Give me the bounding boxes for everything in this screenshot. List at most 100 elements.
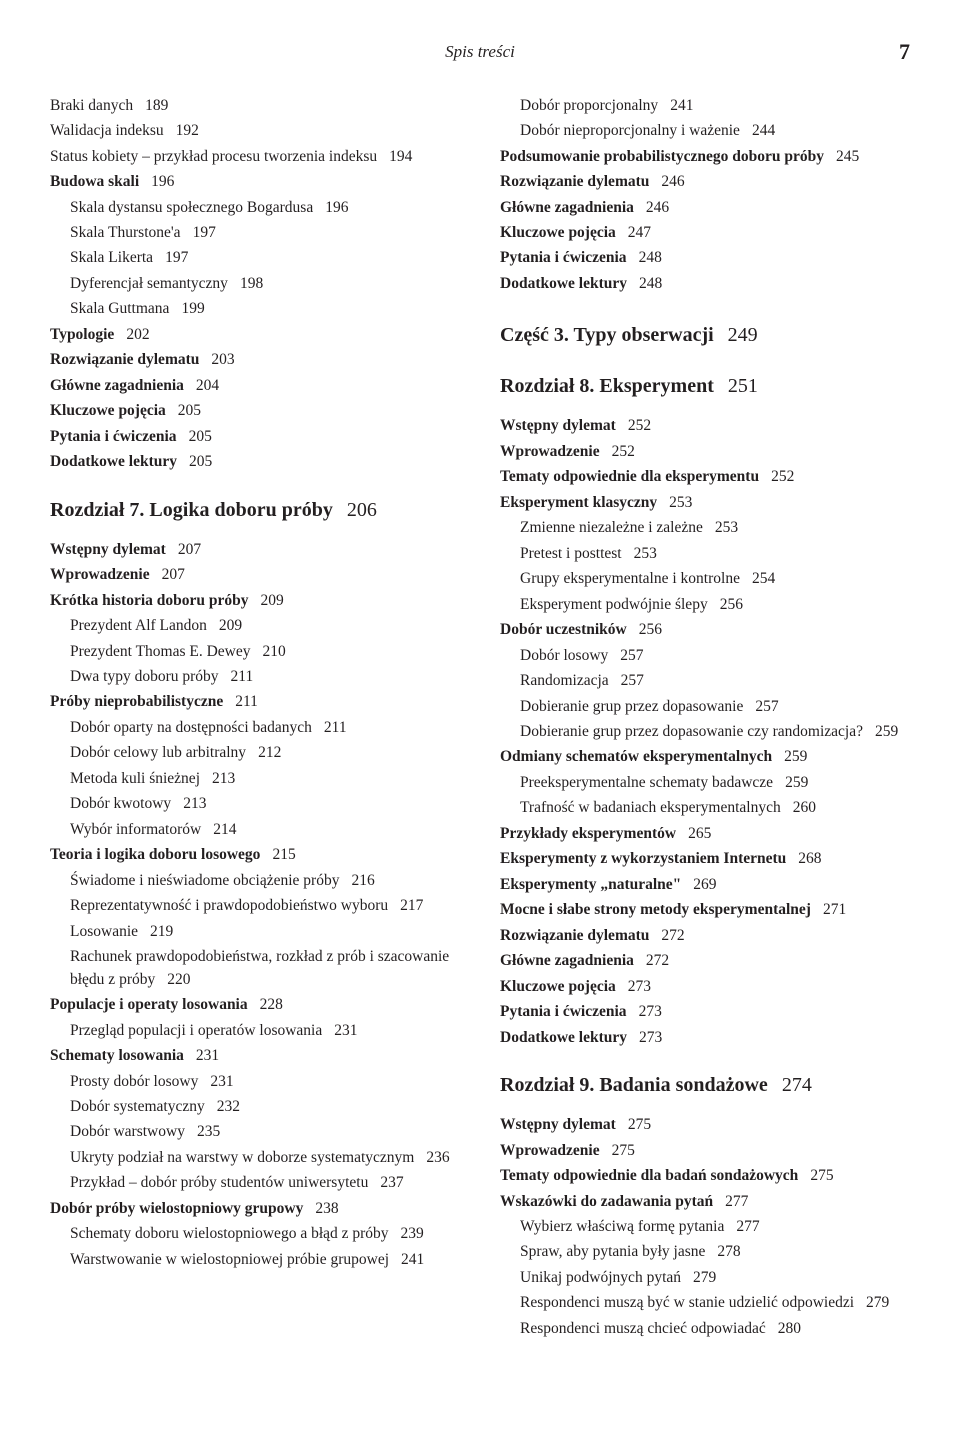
toc-entry: Główne zagadnienia246 <box>500 197 910 219</box>
entry-text: Dobór oparty na dostępności badanych <box>70 719 312 736</box>
toc-entry: Spraw, aby pytania były jasne278 <box>520 1241 910 1263</box>
entry-page: 192 <box>176 122 199 139</box>
toc-entry: Kluczowe pojęcia205 <box>50 400 460 422</box>
entry-page: 247 <box>628 224 651 241</box>
toc-entry: Pytania i ćwiczenia205 <box>50 426 460 448</box>
page-number: 7 <box>899 36 910 68</box>
entry-page: 214 <box>213 821 236 838</box>
entry-text: Pretest i posttest <box>520 545 622 562</box>
entry-text: Zmienne niezależne i zależne <box>520 519 703 536</box>
entry-text: Kluczowe pojęcia <box>500 224 616 241</box>
entry-text: Dobór systematyczny <box>70 1098 205 1115</box>
entry-text: Rozwiązanie dylematu <box>500 927 649 944</box>
entry-page: 209 <box>219 617 242 634</box>
entry-page: 273 <box>639 1003 662 1020</box>
entry-text: Wstępny dylemat <box>500 1116 616 1133</box>
heading-page: 249 <box>728 324 758 346</box>
entry-text: Pytania i ćwiczenia <box>500 249 627 266</box>
entry-text: Mocne i słabe strony metody eksperymenta… <box>500 901 811 918</box>
entry-text: Wprowadzenie <box>50 566 150 583</box>
toc-entry: Trafność w badaniach eksperymentalnych26… <box>520 797 910 819</box>
entry-page: 196 <box>325 199 348 216</box>
entry-page: 202 <box>126 326 149 343</box>
toc-entry: Przegląd populacji i operatów losowania2… <box>70 1020 460 1042</box>
entry-text: Trafność w badaniach eksperymentalnych <box>520 799 781 816</box>
entry-text: Prezydent Thomas E. Dewey <box>70 643 251 660</box>
toc-entry: Dobór uczestników256 <box>500 619 910 641</box>
entry-text: Wprowadzenie <box>500 1142 600 1159</box>
toc-entry: Skala dystansu społecznego Bogardusa196 <box>70 197 460 219</box>
entry-page: 189 <box>145 97 168 114</box>
entry-text: Unikaj podwójnych pytań <box>520 1269 681 1286</box>
heading-page: 206 <box>347 499 377 521</box>
entry-page: 248 <box>639 249 662 266</box>
toc-entry: Dodatkowe lektury248 <box>500 273 910 295</box>
entry-text: Randomizacja <box>520 672 609 689</box>
entry-text: Skala Guttmana <box>70 300 169 317</box>
toc-entry: Dodatkowe lektury273 <box>500 1027 910 1049</box>
toc-entry: Losowanie219 <box>70 921 460 943</box>
toc-entry: Dobór celowy lub arbitralny212 <box>70 742 460 764</box>
toc-entry: Rozwiązanie dylematu272 <box>500 925 910 947</box>
toc-entry: Budowa skali196 <box>50 171 460 193</box>
entry-text: Odmiany schematów eksperymentalnych <box>500 748 772 765</box>
entry-text: Eksperyment klasyczny <box>500 494 657 511</box>
entry-text: Wstępny dylemat <box>50 541 166 558</box>
entry-page: 213 <box>183 795 206 812</box>
entry-text: Grupy eksperymentalne i kontrolne <box>520 570 740 587</box>
entry-text: Respondenci muszą być w stanie udzielić … <box>520 1294 854 1311</box>
toc-entry: Grupy eksperymentalne i kontrolne254 <box>520 568 910 590</box>
entry-page: 257 <box>621 672 644 689</box>
toc-entry: Dobór systematyczny232 <box>70 1096 460 1118</box>
entry-page: 194 <box>389 148 412 165</box>
toc-entry: Wprowadzenie 275 <box>500 1140 910 1162</box>
running-header: Spis treści 7 <box>50 40 910 65</box>
toc-entry: Braki danych189 <box>50 95 460 117</box>
entry-page: 272 <box>646 952 669 969</box>
entry-page: 246 <box>646 199 669 216</box>
entry-page: 244 <box>752 122 775 139</box>
entry-text: Rachunek prawdopodobieństwa, rozkład z p… <box>70 948 449 987</box>
toc-entry: Reprezentatywność i prawdopodobieństwo w… <box>70 895 460 917</box>
entry-text: Dobór proporcjonalny <box>520 97 658 114</box>
toc-entry: Eksperymenty „naturalne"269 <box>500 874 910 896</box>
entry-text: Eksperyment podwójnie ślepy <box>520 596 708 613</box>
entry-text: Tematy odpowiednie dla badań sondażowych <box>500 1167 798 1184</box>
entry-text: Typologie <box>50 326 114 343</box>
entry-page: 253 <box>715 519 738 536</box>
toc-entry: Status kobiety – przykład procesu tworze… <box>50 146 460 168</box>
entry-text: Dobór kwotowy <box>70 795 171 812</box>
entry-text: Dobór próby wielostopniowy grupowy <box>50 1200 303 1217</box>
entry-page: 209 <box>261 592 284 609</box>
entry-text: Główne zagadnienia <box>500 952 634 969</box>
header-title: Spis treści <box>445 42 515 61</box>
entry-page: 269 <box>693 876 716 893</box>
entry-text: Świadome i nieświadome obciążenie próby <box>70 872 339 889</box>
entry-text: Krótka historia doboru próby <box>50 592 249 609</box>
entry-page: 207 <box>178 541 201 558</box>
heading-text: Rozdział 8. Eksperyment <box>500 375 714 397</box>
entry-page: 275 <box>612 1142 635 1159</box>
entry-page: 253 <box>634 545 657 562</box>
entry-text: Respondenci muszą chcieć odpowiadać <box>520 1320 766 1337</box>
entry-text: Dobieranie grup przez dopasowanie czy ra… <box>520 723 863 740</box>
toc-columns: Braki danych189Walidacja indeksu192Statu… <box>50 95 910 1344</box>
toc-entry: Respondenci muszą chcieć odpowiadać280 <box>520 1318 910 1340</box>
entry-page: 198 <box>240 275 263 292</box>
entry-page: 273 <box>628 978 651 995</box>
toc-entry: Wybierz właściwą formę pytania277 <box>520 1216 910 1238</box>
toc-entry: Dobór próby wielostopniowy grupowy238 <box>50 1198 460 1220</box>
entry-page: 205 <box>189 453 212 470</box>
toc-entry: Schematy doboru wielostopniowego a błąd … <box>70 1223 460 1245</box>
chapter-heading: Rozdział 8. Eksperyment251 <box>500 372 910 401</box>
entry-page: 256 <box>720 596 743 613</box>
entry-page: 279 <box>693 1269 716 1286</box>
entry-text: Skala Likerta <box>70 249 153 266</box>
entry-text: Przykład – dobór próby studentów uniwers… <box>70 1174 368 1191</box>
entry-page: 213 <box>212 770 235 787</box>
heading-page: 274 <box>782 1074 812 1096</box>
toc-entry: Unikaj podwójnych pytań 279 <box>520 1267 910 1289</box>
entry-page: 275 <box>810 1167 833 1184</box>
heading-text: Rozdział 9. Badania sondażowe <box>500 1074 768 1096</box>
toc-entry: Próby nieprobabilistyczne211 <box>50 691 460 713</box>
